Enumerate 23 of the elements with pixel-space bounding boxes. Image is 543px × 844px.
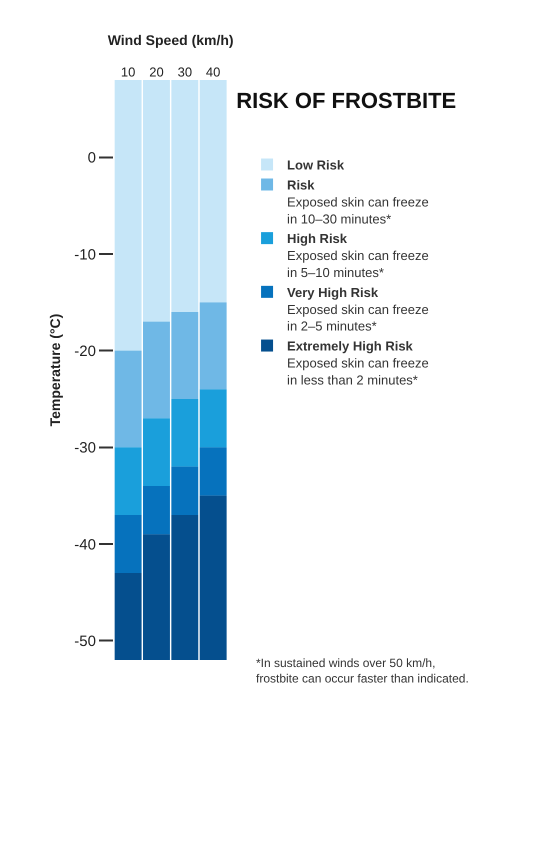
legend-label: Risk (287, 178, 316, 193)
x-tick-label: 20 (149, 64, 164, 80)
x-tick-label: 30 (178, 64, 192, 80)
y-tick-label: -50 (74, 632, 96, 650)
text: *In sustained winds over 50 km/h, frostbite can occur faster than indicated. (256, 656, 469, 686)
legend-label: Low Risk (287, 158, 345, 173)
legend-label: Extremely High Risk (287, 338, 414, 354)
text: Exposed skin can freeze in 5–10 minutes* (287, 248, 429, 280)
legend-label: Very High Risk (287, 284, 379, 300)
x-tick-label: 40 (206, 64, 220, 80)
text: Exposed skin can freeze in 10–30 minutes* (287, 194, 429, 226)
x-tick-label: 10 (120, 64, 136, 80)
text: Exposed skin can freeze in less than 2 minutes* (287, 356, 429, 388)
y-axis-title: Temperature (°C) (46, 314, 63, 426)
text: RISK OF FROSTBITE (236, 88, 456, 114)
y-tick-label: -20 (74, 342, 96, 360)
y-tick-label: 0 (88, 150, 96, 167)
legend-label: High Risk (287, 231, 348, 246)
y-tick-label: -40 (74, 536, 96, 554)
text: Exposed skin can freeze in 2–5 minutes* (287, 302, 429, 334)
x-axis-title: Wind Speed (km/h) (108, 32, 234, 48)
y-tick-label: -30 (74, 440, 96, 457)
y-tick-label: -10 (74, 246, 96, 264)
